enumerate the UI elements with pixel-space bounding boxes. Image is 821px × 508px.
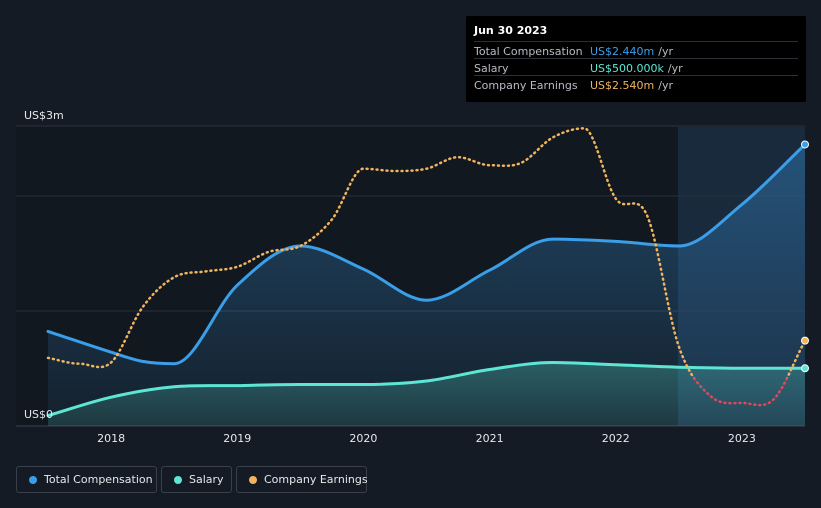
tooltip-label: Salary [474,62,509,75]
tooltip-row-company-earnings: Company Earnings US$2.540m/yr [474,75,798,93]
x-tick-label: 2022 [602,432,630,445]
x-tick-label: 2021 [476,432,504,445]
series-end-marker [801,140,809,149]
legend-item-total-compensation[interactable]: Total Compensation [16,466,157,493]
y-axis-bottom-label: US$0 [24,408,53,421]
tooltip-value: US$2.540m [590,79,655,92]
y-axis-top-label: US$3m [24,109,64,122]
legend-dot-icon [249,476,257,484]
x-tick-label: 2018 [97,432,125,445]
tooltip-label: Total Compensation [474,45,583,58]
legend-dot-icon [29,476,37,484]
series-end-marker [801,364,809,373]
x-tick-label: 2023 [728,432,756,445]
tooltip-value: US$500.000k [590,62,664,75]
legend-label: Salary [189,473,224,486]
legend-dot-icon [174,476,182,484]
legend-item-salary[interactable]: Salary [161,466,232,493]
series-line-total-compensation [46,143,807,366]
x-tick-label: 2019 [223,432,251,445]
legend-label: Company Earnings [264,473,368,486]
series-line-salary [46,360,807,418]
legend-label: Total Compensation [44,473,153,486]
tooltip-label: Company Earnings [474,79,578,92]
tooltip-unit: /yr [658,45,673,58]
tooltip-date: Jun 30 2023 [474,24,548,37]
tooltip-row-total-compensation: Total Compensation US$2.440m/yr [474,41,798,59]
legend-item-company-earnings[interactable]: Company Earnings [236,466,368,493]
tooltip-unit: /yr [667,62,683,75]
x-tick-label: 2020 [349,432,377,445]
series-area [48,362,805,426]
tooltip-value: US$2.440m [590,45,655,58]
tooltip-row-salary: Salary US$500.000k/yr [474,58,798,76]
series-line-company-earnings [46,127,807,407]
hover-tooltip: Jun 30 2023 Total Compensation US$2.440m… [466,16,806,102]
series-area [48,144,805,426]
series-end-marker [801,336,809,345]
tooltip-unit: /yr [658,79,673,92]
